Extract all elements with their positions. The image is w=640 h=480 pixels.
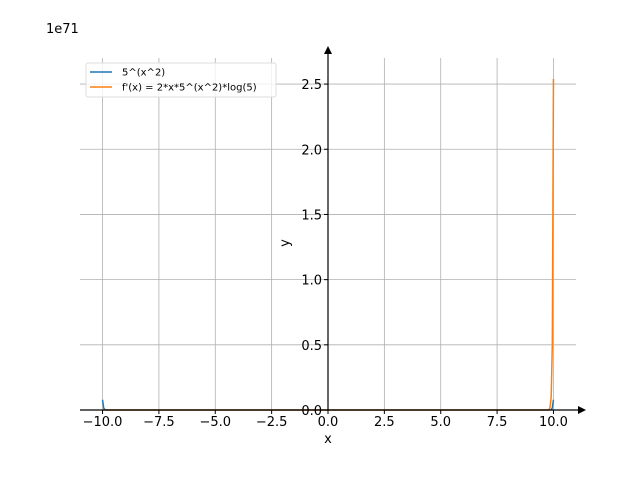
axes	[80, 46, 586, 414]
y-tick-label: 2.5	[301, 78, 322, 93]
y-tick-label: 1.5	[301, 208, 322, 223]
y-axis-arrow	[324, 46, 332, 54]
legend: 5^(x^2) f'(x) = 2*x*5^(x^2)*log(5)	[85, 62, 277, 98]
x-tick-label: 5.0	[430, 415, 451, 430]
y-tick-label: 2.0	[301, 143, 322, 158]
y-offset-label: 1e71	[46, 22, 79, 37]
x-tick-label: 10.0	[539, 415, 568, 430]
y-tick-label: 0.0	[301, 404, 322, 419]
x-tick-label: −7.5	[143, 415, 175, 430]
x-axis-arrow	[578, 406, 586, 414]
x-tick-label: 7.5	[487, 415, 508, 430]
legend-label: 5^(x^2)	[122, 68, 165, 79]
x-tick-label: 2.5	[374, 415, 395, 430]
y-tick-label: 1.0	[301, 274, 322, 289]
x-tick-label: −5.0	[199, 415, 231, 430]
y-axis-label: y	[278, 239, 293, 247]
x-tick-label: −2.5	[256, 415, 288, 430]
legend-label: f'(x) = 2*x*5^(x^2)*log(5)	[122, 83, 257, 94]
y-tick-label: 0.5	[301, 339, 322, 354]
legend-box	[85, 62, 277, 98]
x-tick-label: 0.0	[318, 415, 339, 430]
x-tick-label: −10.0	[83, 415, 123, 430]
tick-labels: −10.0 −7.5 −5.0 −2.5 0.0 2.5 5.0 7.5 10.0 0.0 0.5 1…	[83, 78, 568, 430]
x-axis-label: x	[324, 432, 332, 447]
